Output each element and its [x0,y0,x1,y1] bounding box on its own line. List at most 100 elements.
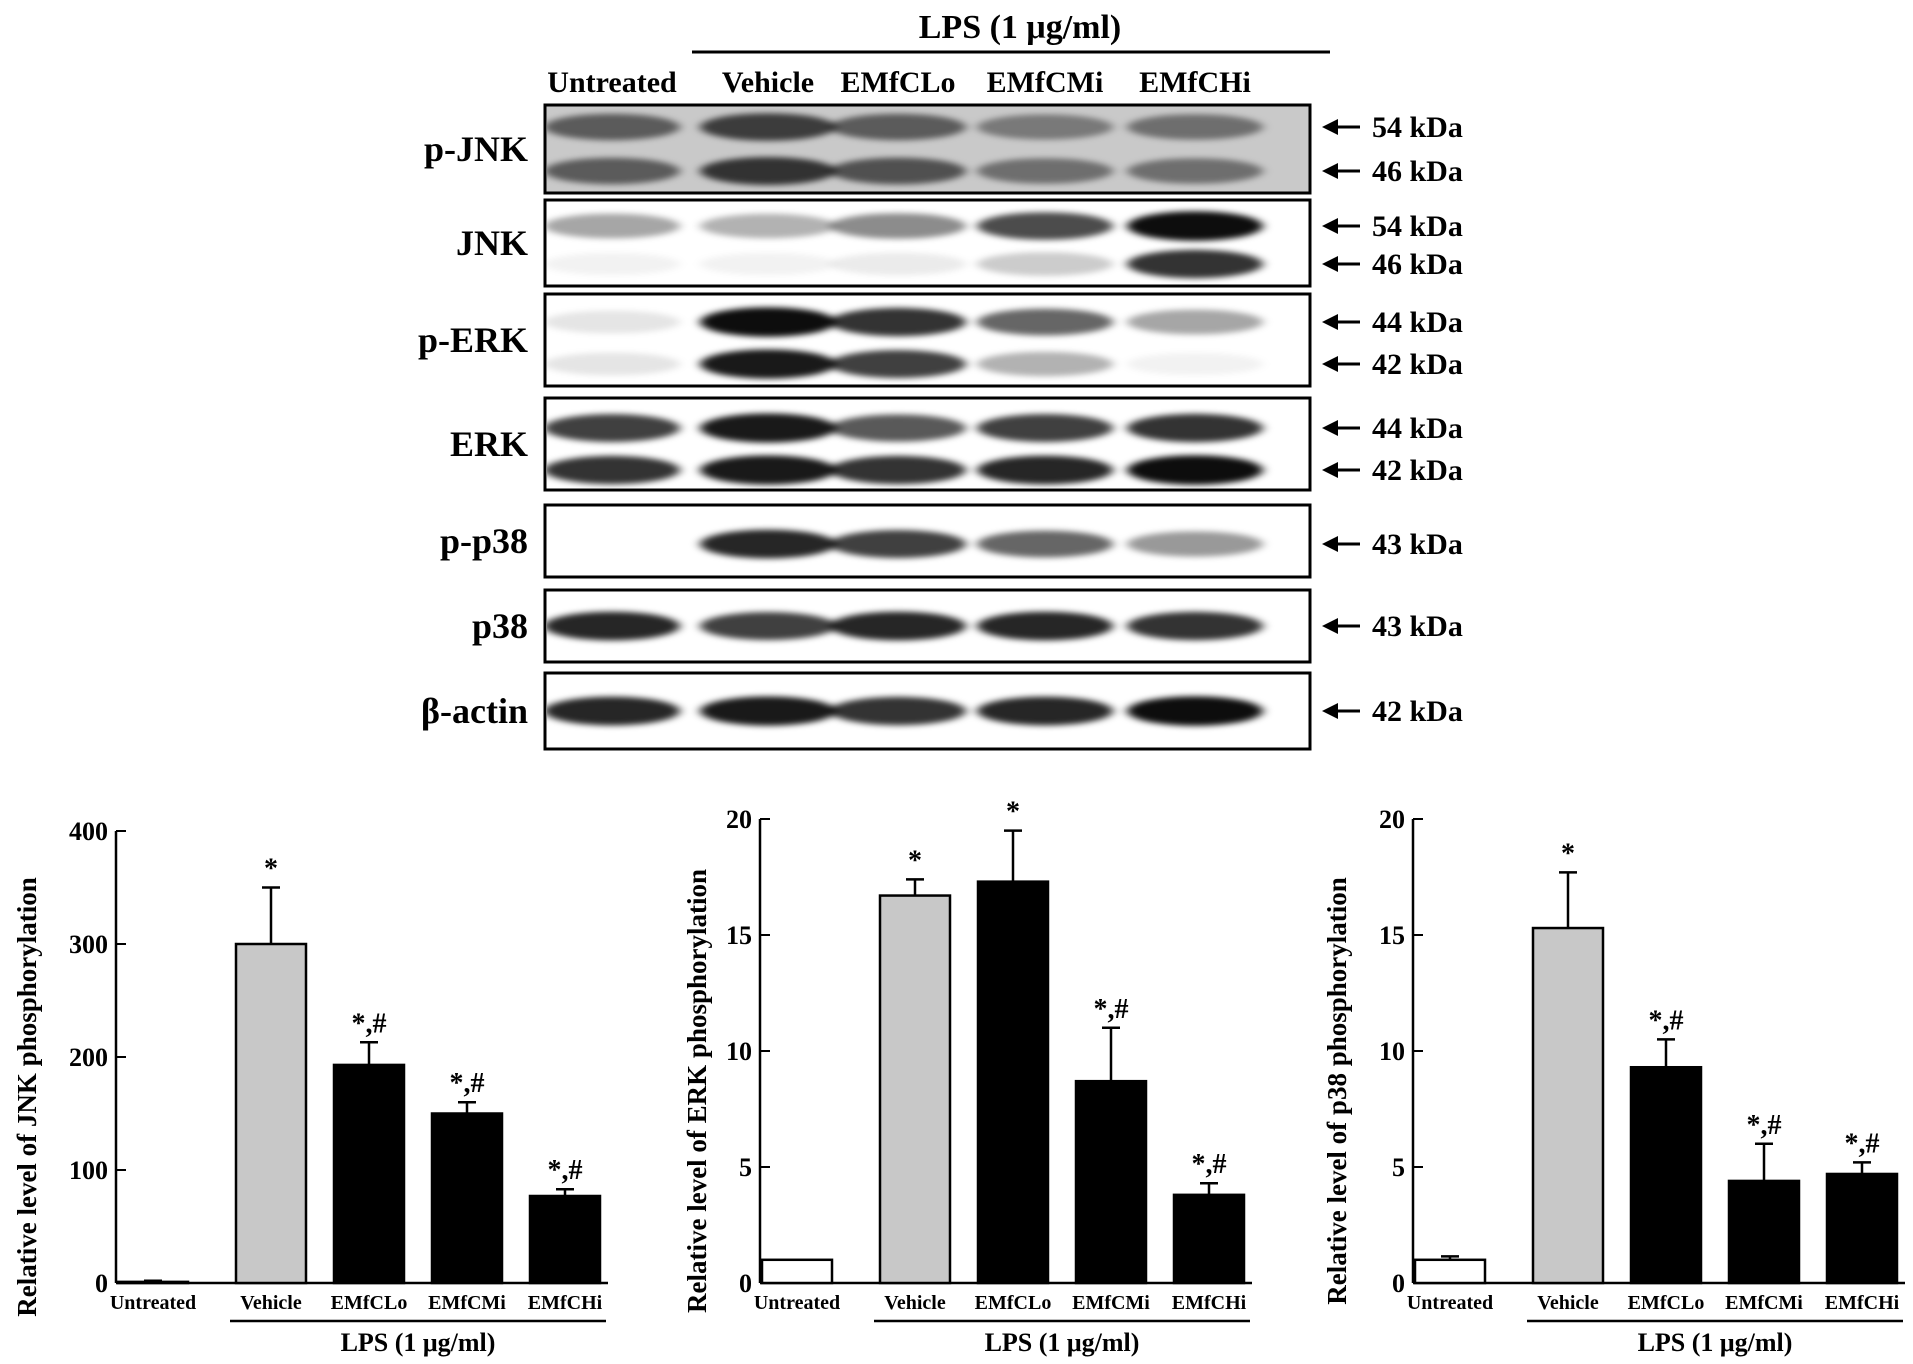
chart-1: 0 100 200 300 400 Relative level of JNK phosp… [12,817,608,1357]
significance-label: * [1006,797,1020,828]
kda-marker: 42 kDa [1322,348,1463,381]
significance-label: * [1561,838,1575,869]
significance-label: * [908,845,922,876]
band-p38-0-lane-0 [547,611,680,641]
bar-group-emfchi: *,# EMfCHi [1825,1128,1900,1314]
y-axis-label: Relative level of JNK phosphorylation [12,877,42,1317]
kda-label: 42 kDa [1372,454,1463,487]
x-tick-label: Untreated [1407,1292,1493,1314]
significance-label: *,# [1192,1149,1227,1180]
blot-row-p-p38: p-p38 43 kDa [440,503,1463,579]
y-tick-label: 100 [69,1156,108,1185]
band-p-erk-1-lane-1 [700,349,836,379]
lane-label-emfchi: EMfCHi [1139,66,1251,99]
protein-label: JNK [456,223,528,263]
blot-row-erk: ERK 44 kDa 42 kDa [450,396,1463,492]
group-label: LPS (1 μg/ml) [1638,1328,1793,1357]
band-p-erk-0-lane-2 [830,307,966,337]
band-jnk-0-lane-2 [830,213,966,239]
band-jnk-1-lane-4 [1127,249,1263,279]
y-tick-label: 15 [726,921,752,950]
lane-label-emfclo: EMfCLo [841,66,956,99]
band-p-p38-0-lane-4 [1127,531,1263,557]
bar-emfclo [976,880,1050,1285]
bar-group-emfchi: *,# EMfCHi [528,1155,603,1314]
x-tick-label: EMfCHi [528,1292,603,1314]
band-p-jnk-0-lane-3 [977,114,1113,140]
bar-group-untreated: Untreated [1407,1255,1493,1314]
kda-label: 43 kDa [1372,610,1463,643]
kda-marker: 42 kDa [1322,695,1463,728]
lane-label-emfcmi: EMfCMi [987,66,1104,99]
band-p-jnk-0-lane-4 [1127,114,1263,140]
band-erk-1-lane-1 [700,455,836,485]
band-p-jnk-1-lane-0 [547,157,680,185]
kda-label: 46 kDa [1372,248,1463,281]
significance-label: *,# [1845,1128,1880,1159]
bar-group-emfcmi: *,# EMfCMi [1072,994,1150,1314]
y-tick-label: 10 [1379,1037,1405,1066]
bar-vehicle [1531,926,1605,1285]
band-p-erk-1-lane-0 [547,352,680,376]
x-tick-label: EMfCHi [1825,1292,1900,1314]
kda-label: 44 kDa [1372,306,1463,339]
band-actin-0-lane-4 [1127,696,1263,726]
kda-label: 44 kDa [1372,412,1463,445]
blot-row-p-jnk: p-JNK 54 kDa 46 kDa [424,103,1463,195]
lane-label-untreated: Untreated [547,66,677,99]
x-tick-label: EMfCMi [1725,1292,1803,1314]
kda-marker: 42 kDa [1322,454,1463,487]
band-jnk-0-lane-0 [547,213,680,239]
band-jnk-0-lane-3 [977,212,1113,240]
protein-label: p-p38 [440,521,528,561]
significance-label: * [264,854,278,885]
band-actin-0-lane-1 [700,696,836,726]
band-erk-1-lane-3 [977,455,1113,485]
blot-row-p38: p38 43 kDa [472,588,1463,664]
kda-marker: 44 kDa [1322,306,1463,339]
blot-row-jnk: JNK 54 kDa 46 kDa [456,198,1463,288]
band-jnk-1-lane-1 [700,252,836,276]
kda-marker: 54 kDa [1322,111,1463,144]
band-erk-1-lane-4 [1127,455,1263,485]
y-tick-label: 0 [739,1269,752,1298]
bar-group-untreated: Untreated [110,1279,196,1314]
band-erk-0-lane-2 [830,414,966,442]
x-tick-label: Vehicle [240,1292,302,1314]
kda-label: 42 kDa [1372,695,1463,728]
kda-label: 54 kDa [1372,111,1463,144]
kda-marker: 54 kDa [1322,210,1463,243]
blot-header: LPS (1 μg/ml) Untreated Vehicle EMfCLo E… [547,9,1330,99]
band-p-erk-1-lane-4 [1127,352,1263,376]
x-tick-label: EMfCLo [975,1292,1052,1314]
y-tick-label: 0 [1392,1269,1405,1298]
x-tick-label: EMfCMi [428,1292,506,1314]
band-erk-0-lane-3 [977,414,1113,442]
x-tick-label: Vehicle [1537,1292,1599,1314]
x-tick-label: EMfCLo [331,1292,408,1314]
bar-emfclo [1629,1065,1703,1285]
bar-group-emfclo: * EMfCLo [975,797,1052,1314]
bar-group-vehicle: * Vehicle [1531,838,1605,1314]
group-label: LPS (1 μg/ml) [985,1328,1140,1357]
significance-label: *,# [548,1155,583,1186]
significance-label: *,# [1649,1005,1684,1036]
chart-3: 0 5 10 15 20 Relative level of p38 phosphoryl… [1322,805,1905,1357]
band-p38-0-lane-4 [1127,611,1263,641]
blot-panel: p-JNK 54 kDa 46 kDa JNK 54 kDa 46 kDa p-ERK 44 … [418,103,1463,751]
kda-marker: 44 kDa [1322,412,1463,445]
x-tick-label: Untreated [110,1292,196,1314]
bar-group-emfclo: *,# EMfCLo [1628,1005,1705,1314]
significance-label: *,# [1747,1110,1782,1141]
y-tick-label: 20 [726,805,752,834]
x-tick-label: EMfCHi [1172,1292,1247,1314]
band-actin-0-lane-0 [547,696,680,726]
band-p-p38-0-lane-2 [830,530,966,558]
band-erk-1-lane-2 [830,455,966,485]
band-erk-0-lane-1 [700,413,836,443]
band-jnk-1-lane-2 [830,252,966,276]
bar-group-untreated: Untreated [754,1258,840,1314]
lane-label-vehicle: Vehicle [722,66,814,99]
blot-row-p-erk: p-ERK 44 kDa 42 kDa [418,292,1463,388]
